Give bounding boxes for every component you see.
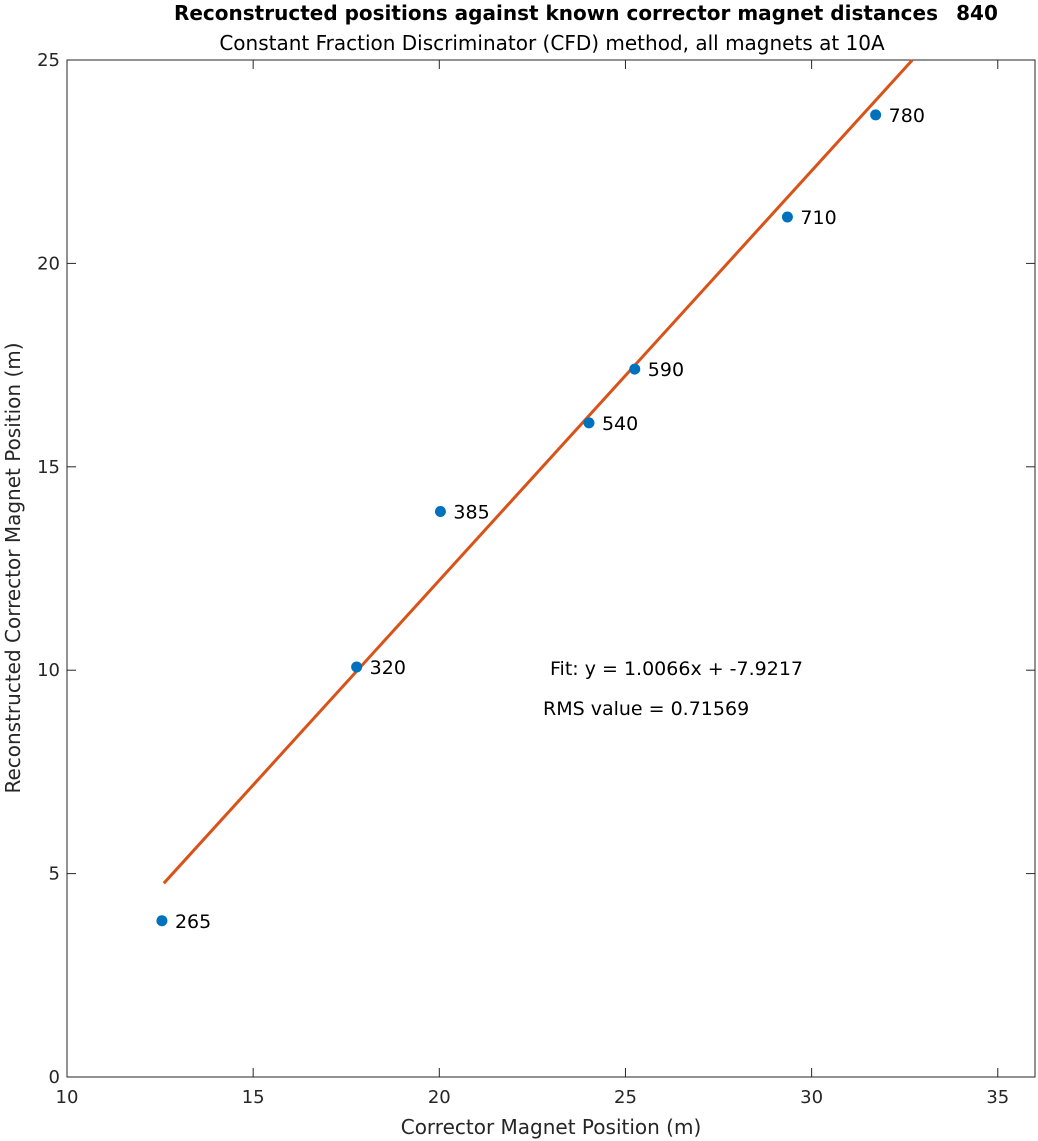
point-label: 780 xyxy=(889,105,925,127)
point-label: 710 xyxy=(800,207,836,229)
x-tick-label: 25 xyxy=(614,1087,637,1108)
data-point xyxy=(781,211,793,223)
chart-title: Reconstructed positions against known co… xyxy=(174,1,938,25)
y-axis-label: Reconstructed Corrector Magnet Position … xyxy=(1,342,25,793)
data-point xyxy=(351,661,363,673)
x-axis-label: Corrector Magnet Position (m) xyxy=(401,1115,702,1139)
y-tick-label: 15 xyxy=(37,457,60,478)
overflow-point-label: 840 xyxy=(956,1,998,25)
fit-layer xyxy=(162,59,914,885)
point-label: 265 xyxy=(175,911,211,933)
data-point xyxy=(434,506,446,518)
axis-ticks: 10 15 20 25 30 35 0 5 10 15 20 25 xyxy=(37,50,1035,1108)
plot-area xyxy=(66,59,1036,1078)
point-label: 590 xyxy=(648,359,684,381)
x-tick-label: 30 xyxy=(800,1087,823,1108)
x-tick-label: 35 xyxy=(986,1087,1009,1108)
y-tick-label: 20 xyxy=(37,253,60,274)
point-label: 385 xyxy=(453,502,489,524)
data-point xyxy=(583,417,595,429)
y-tick-label: 0 xyxy=(49,1067,60,1088)
data-point xyxy=(156,915,168,927)
fit-equation: Fit: y = 1.0066x + -7.9217 xyxy=(550,658,803,680)
x-tick-label: 10 xyxy=(56,1087,79,1108)
point-label: 540 xyxy=(602,413,638,435)
chart-subtitle: Constant Fraction Discriminator (CFD) me… xyxy=(219,31,885,55)
x-tick-label: 15 xyxy=(242,1087,265,1108)
fit-line xyxy=(162,59,914,885)
y-tick-label: 25 xyxy=(37,50,60,71)
y-tick-label: 10 xyxy=(37,660,60,681)
data-point xyxy=(629,363,641,375)
data-points: 265 320 385 540 590 710 780 xyxy=(156,105,925,933)
rms-value: RMS value = 0.71569 xyxy=(543,698,749,720)
point-label: 320 xyxy=(370,657,406,679)
x-tick-label: 20 xyxy=(428,1087,451,1108)
y-tick-label: 5 xyxy=(49,864,60,885)
data-point xyxy=(870,109,882,121)
